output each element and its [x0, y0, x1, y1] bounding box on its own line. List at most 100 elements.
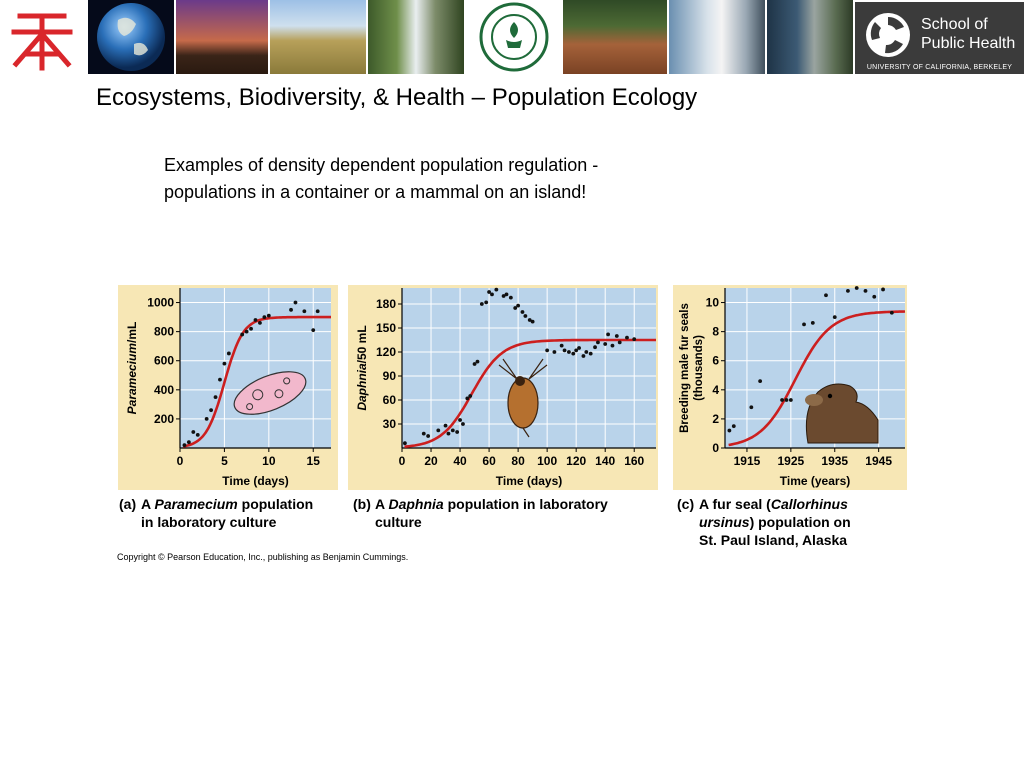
data-point [501, 294, 506, 298]
x-tick-label: 100 [537, 454, 557, 468]
x-tick-label: 140 [595, 454, 615, 468]
y-tick-label: 60 [383, 393, 397, 407]
data-point [472, 362, 477, 366]
data-point [889, 310, 894, 315]
x-tick-label: 1915 [734, 454, 761, 468]
y-tick-label: 10 [706, 296, 720, 310]
data-point [249, 326, 253, 331]
caption-segment: St. Paul Island, Alaska [699, 532, 848, 548]
caption-segment: A [375, 496, 389, 512]
data-point [468, 394, 473, 398]
caption-segment: Callorhinus [770, 496, 848, 512]
y-tick-label: 4 [712, 383, 719, 397]
caption-segment: Daphnia [388, 496, 444, 512]
data-point [218, 377, 222, 382]
data-point [562, 348, 567, 353]
daphnia-chart: 0 20 40 60 80 100 120 140 160 30 60 90 120 150 180 Time… [355, 287, 656, 488]
x-tick-label: 10 [262, 454, 276, 468]
copyright-notice: Copyright © Pearson Education, Inc., pub… [117, 552, 409, 562]
data-point [832, 315, 837, 319]
data-point [494, 287, 499, 292]
data-point [545, 348, 550, 353]
data-point [458, 418, 462, 422]
y-axis-label-italic: Daphnia [355, 363, 369, 411]
data-point [490, 292, 494, 297]
data-point [186, 440, 191, 445]
logistic-curve [404, 338, 656, 448]
y-tick-label: 200 [154, 412, 174, 426]
x-tick-label: 1945 [865, 454, 892, 468]
data-point [824, 293, 828, 298]
data-point [625, 335, 629, 340]
data-point [302, 309, 307, 314]
grassland-photo [270, 0, 366, 74]
caption-segment: Paramecium [154, 496, 238, 512]
caption-segment: ) population on [749, 514, 851, 530]
caption-line: A Paramecium population [141, 495, 313, 513]
caption-segment: population [237, 496, 314, 512]
data-point [436, 428, 441, 433]
caption-segment: A [141, 496, 155, 512]
caption-line: A Daphnia population in laboratory [375, 495, 608, 513]
deforestation-photo [563, 0, 667, 74]
data-point [289, 307, 293, 312]
coastline-photo [767, 0, 853, 74]
x-axis-label: Time (days) [222, 474, 288, 488]
data-point [784, 398, 789, 402]
subtitle-line-1: Examples of density dependent population… [164, 155, 599, 175]
x-tick-label: 160 [624, 454, 644, 468]
data-point [731, 424, 736, 429]
data-point [475, 359, 480, 364]
fur-seal-illustration [805, 383, 879, 444]
caption-line: St. Paul Island, Alaska [699, 531, 847, 549]
data-point [266, 313, 271, 318]
data-point [244, 329, 249, 334]
y-axis-label-italic: Paramecium [125, 343, 139, 415]
data-point [222, 361, 227, 366]
data-point [421, 431, 426, 436]
data-point [523, 314, 528, 318]
caption-segment: culture [375, 514, 422, 530]
data-point [527, 318, 532, 322]
data-point [552, 350, 557, 354]
caption-segment: in laboratory culture [141, 514, 277, 530]
x-axis-label: Time (days) [496, 474, 562, 488]
data-point [606, 332, 611, 337]
data-point [632, 337, 637, 342]
y-axis-label-units: /mL [125, 322, 139, 343]
data-point [465, 396, 470, 401]
caption-line: ursinus) population on [699, 513, 851, 531]
data-point [240, 332, 245, 337]
x-tick-label: 120 [566, 454, 586, 468]
x-tick-label: 1935 [821, 454, 848, 468]
caption-tag: (a) [119, 496, 137, 512]
data-point [863, 289, 868, 293]
y-tick-label: 120 [376, 345, 396, 359]
data-point [559, 343, 564, 348]
data-point [593, 345, 597, 350]
data-point [195, 433, 200, 437]
logistic-curve [728, 310, 906, 447]
red-emblem-logo [11, 13, 73, 71]
x-tick-label: 0 [177, 454, 184, 468]
data-point [403, 441, 407, 446]
y-tick-label: 6 [712, 354, 719, 368]
data-point [571, 351, 576, 356]
data-point [846, 289, 850, 293]
data-point [614, 334, 619, 338]
x-tick-label: 0 [399, 454, 406, 468]
caption-segment: ursinus [699, 514, 750, 530]
data-point [446, 431, 451, 436]
y-tick-label: 2 [712, 412, 719, 426]
caption-segment: population in laboratory [443, 496, 608, 512]
y-axis-label: Daphnia/50 mL [355, 325, 369, 410]
x-tick-label: 1925 [778, 454, 805, 468]
data-point [258, 321, 262, 325]
data-point [574, 348, 579, 353]
x-tick-label: 80 [511, 454, 525, 468]
data-point [872, 294, 877, 299]
data-point [504, 292, 509, 297]
y-tick-label: 0 [712, 441, 719, 455]
caption-tag: (c) [677, 496, 695, 512]
data-point [461, 422, 465, 426]
